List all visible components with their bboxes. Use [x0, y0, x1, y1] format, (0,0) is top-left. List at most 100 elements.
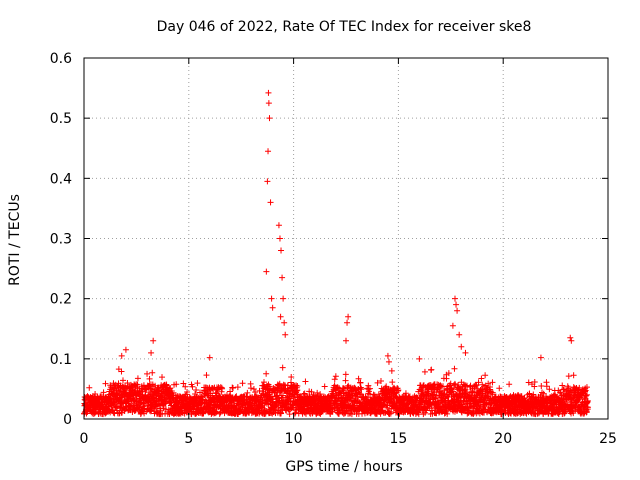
data-point: [357, 379, 364, 386]
data-point: [219, 385, 226, 392]
data-point: [344, 319, 351, 326]
data-point: [212, 410, 219, 417]
data-point: [421, 368, 428, 375]
data-point: [454, 307, 461, 314]
data-point: [375, 391, 382, 398]
data-point: [451, 365, 458, 372]
data-point: [314, 389, 321, 396]
y-tick-label: 0.3: [50, 232, 72, 248]
chart-title: Day 046 of 2022, Rate Of TEC Index for r…: [157, 19, 532, 35]
data-point: [327, 405, 334, 412]
data-point: [265, 100, 272, 107]
data-point: [146, 382, 153, 389]
data-point: [331, 376, 338, 383]
data-point: [574, 397, 581, 404]
data-point: [287, 379, 294, 386]
data-point: [433, 410, 440, 417]
y-tick-label: 0.1: [50, 352, 72, 368]
data-point: [239, 380, 246, 387]
data-point: [294, 387, 301, 394]
data-point: [277, 313, 284, 320]
data-point: [157, 407, 164, 414]
data-point: [451, 295, 458, 302]
data-point: [445, 370, 452, 377]
data-point: [374, 379, 381, 386]
data-point: [584, 397, 591, 404]
data-point: [416, 355, 423, 362]
data-point: [278, 247, 285, 254]
data-point: [584, 391, 591, 398]
data-point: [244, 389, 251, 396]
x-tick-label: 25: [599, 431, 617, 447]
data-point: [274, 392, 281, 399]
data-point: [276, 235, 283, 242]
data-point: [263, 400, 270, 407]
data-point: [173, 381, 180, 388]
data-point: [282, 331, 289, 338]
data-point: [525, 379, 532, 386]
data-point: [473, 382, 480, 389]
data-point: [124, 380, 131, 387]
y-axis-title: ROTI / TECUs: [7, 194, 23, 286]
data-point: [332, 373, 339, 380]
data-point: [169, 390, 176, 397]
data-point: [583, 408, 590, 415]
data-point: [263, 268, 270, 275]
data-point: [365, 388, 372, 395]
y-tick-labels: 0 0.1 0.2 0.3 0.4 0.5 0.6: [50, 51, 72, 428]
axis-ticks: [83, 57, 609, 420]
data-point: [133, 396, 140, 403]
data-point: [538, 383, 545, 390]
data-point: [526, 390, 533, 397]
data-points: [81, 89, 591, 418]
data-point: [546, 386, 553, 393]
y-tick-label: 0: [63, 412, 72, 428]
data-point: [184, 388, 191, 395]
data-point: [472, 381, 479, 388]
data-point: [485, 380, 492, 387]
data-point: [110, 399, 117, 406]
data-point: [167, 385, 174, 392]
x-tick-label: 0: [80, 431, 89, 447]
data-point: [530, 391, 537, 398]
data-point: [366, 385, 373, 392]
data-point: [302, 378, 309, 385]
data-point: [180, 380, 187, 387]
x-tick-label: 10: [285, 431, 303, 447]
data-point: [395, 387, 402, 394]
data-point: [479, 387, 486, 394]
data-point: [456, 331, 463, 338]
data-point: [340, 384, 347, 391]
data-point: [543, 383, 550, 390]
data-point: [583, 384, 590, 391]
grid-lines: [84, 58, 608, 419]
data-point: [341, 385, 348, 392]
data-point: [134, 375, 141, 382]
data-point: [462, 349, 469, 356]
data-point: [449, 322, 456, 329]
data-point: [582, 392, 589, 399]
data-point: [453, 301, 460, 308]
data-point: [269, 304, 276, 311]
y-tick-label: 0.6: [50, 51, 72, 67]
data-point: [489, 389, 496, 396]
data-point: [389, 379, 396, 386]
data-point: [264, 178, 271, 185]
data-point: [267, 199, 274, 206]
data-point: [286, 411, 293, 418]
data-point: [149, 369, 156, 376]
x-tick-label: 15: [389, 431, 407, 447]
data-point: [371, 392, 378, 399]
data-point: [423, 407, 430, 414]
data-point: [280, 295, 287, 302]
data-point: [276, 380, 283, 387]
data-point: [134, 381, 141, 388]
data-point: [182, 383, 189, 390]
data-point: [345, 313, 352, 320]
data-point: [428, 366, 435, 373]
data-point: [118, 352, 125, 359]
data-point: [288, 374, 295, 381]
data-point: [559, 382, 566, 389]
data-point: [537, 354, 544, 361]
data-point: [279, 274, 286, 281]
